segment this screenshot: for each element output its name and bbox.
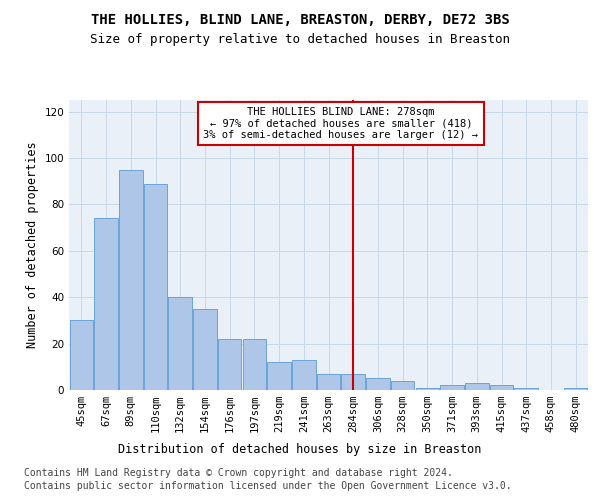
Bar: [119, 170, 143, 390]
Bar: [144, 184, 167, 390]
Bar: [391, 380, 415, 390]
Y-axis label: Number of detached properties: Number of detached properties: [26, 142, 39, 348]
Bar: [193, 309, 217, 390]
Bar: [242, 339, 266, 390]
Bar: [564, 388, 587, 390]
Bar: [490, 386, 513, 390]
Bar: [292, 360, 316, 390]
Bar: [341, 374, 365, 390]
Bar: [94, 218, 118, 390]
Bar: [70, 320, 93, 390]
Text: Contains public sector information licensed under the Open Government Licence v3: Contains public sector information licen…: [24, 481, 512, 491]
Bar: [169, 297, 192, 390]
Text: THE HOLLIES BLIND LANE: 278sqm
← 97% of detached houses are smaller (418)
3% of : THE HOLLIES BLIND LANE: 278sqm ← 97% of …: [203, 107, 478, 140]
Text: Distribution of detached houses by size in Breaston: Distribution of detached houses by size …: [118, 442, 482, 456]
Bar: [268, 362, 291, 390]
Bar: [317, 374, 340, 390]
Bar: [465, 383, 488, 390]
Text: Size of property relative to detached houses in Breaston: Size of property relative to detached ho…: [90, 32, 510, 46]
Bar: [514, 388, 538, 390]
Text: Contains HM Land Registry data © Crown copyright and database right 2024.: Contains HM Land Registry data © Crown c…: [24, 468, 453, 477]
Bar: [218, 339, 241, 390]
Bar: [416, 388, 439, 390]
Bar: [440, 386, 464, 390]
Text: THE HOLLIES, BLIND LANE, BREASTON, DERBY, DE72 3BS: THE HOLLIES, BLIND LANE, BREASTON, DERBY…: [91, 12, 509, 26]
Bar: [366, 378, 389, 390]
